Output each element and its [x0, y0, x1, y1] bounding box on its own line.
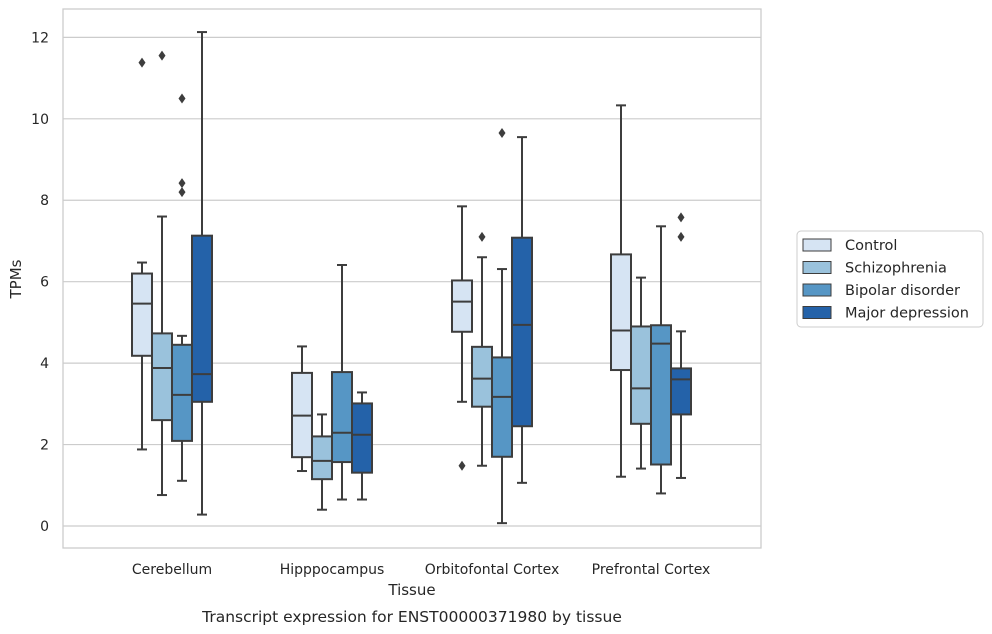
y-tick-label: 0	[40, 519, 49, 535]
x-axis-label: Tissue	[387, 581, 435, 599]
box-control	[451, 205, 473, 471]
iqr-box	[471, 345, 493, 408]
figure-caption: Transcript expression for ENST0000037198…	[201, 608, 622, 626]
outlier-point	[498, 128, 506, 139]
legend-label: Bipolar disorder	[845, 283, 960, 299]
box-major-depression	[351, 391, 373, 501]
legend-label: Control	[845, 238, 897, 254]
iqr-box	[351, 402, 373, 474]
legend-label: Major depression	[845, 306, 969, 322]
legend-swatch	[802, 283, 832, 297]
box-schizophrenia	[471, 231, 493, 467]
y-tick-label: 12	[31, 30, 49, 46]
box-schizophrenia	[630, 276, 652, 470]
outlier-point	[158, 50, 166, 61]
iqr-box	[151, 332, 173, 422]
iqr-box	[650, 324, 672, 466]
box-bipolar-disorder	[491, 128, 513, 525]
box-major-depression	[191, 31, 213, 516]
iqr-box	[331, 371, 353, 464]
iqr-box	[451, 279, 473, 333]
box-control	[131, 57, 153, 451]
y-tick-label: 6	[40, 275, 49, 291]
iqr-box	[171, 343, 193, 442]
iqr-box	[670, 367, 692, 416]
outlier-point	[138, 57, 146, 68]
plot-background	[63, 9, 761, 548]
box-schizophrenia	[151, 50, 173, 497]
box-bipolar-disorder	[331, 263, 353, 501]
iqr-box	[131, 272, 153, 357]
outlier-point	[677, 231, 685, 242]
y-tick-label: 10	[31, 112, 49, 128]
y-axis-label: TPMs	[7, 259, 25, 299]
outlier-point	[178, 187, 186, 198]
outlier-point	[178, 93, 186, 104]
x-tick-label: Hipppocampus	[280, 562, 385, 578]
box-control	[610, 104, 632, 478]
outlier-point	[478, 231, 486, 242]
legend-label: Schizophrenia	[845, 261, 947, 277]
box-major-depression	[670, 212, 692, 479]
outlier-point	[458, 460, 466, 471]
iqr-box	[191, 234, 213, 403]
legend-frame	[796, 230, 984, 328]
box-major-depression	[511, 136, 533, 484]
outlier-point	[178, 178, 186, 189]
box-bipolar-disorder	[650, 225, 672, 495]
legend: Control Schizophrenia Bipolar disorder Majo…	[796, 230, 984, 328]
box-control	[291, 345, 313, 473]
iqr-box	[491, 356, 513, 458]
iqr-box	[511, 236, 533, 428]
outlier-point	[677, 212, 685, 223]
legend-swatch	[802, 306, 832, 319]
iqr-box	[610, 253, 632, 372]
iqr-box	[311, 435, 333, 481]
legend-swatch	[802, 238, 832, 252]
x-tick-label: Prefrontal Cortex	[592, 562, 711, 578]
x-tick-label: Cerebellum	[132, 562, 212, 578]
y-tick-labels: 0 2 4 6 8 10 12	[31, 30, 49, 535]
y-tick-label: 2	[40, 438, 49, 454]
x-tick-labels: Cerebellum Hipppocampus Orbitofontal Corte…	[132, 562, 710, 578]
plot-frame	[62, 8, 762, 549]
legend-swatch	[802, 261, 832, 274]
y-tick-label: 8	[40, 193, 49, 209]
boxes-layer	[131, 31, 692, 525]
x-tick-label: Orbitofontal Cortex	[425, 562, 560, 578]
y-tick-label: 4	[40, 356, 49, 372]
iqr-box	[630, 325, 652, 425]
